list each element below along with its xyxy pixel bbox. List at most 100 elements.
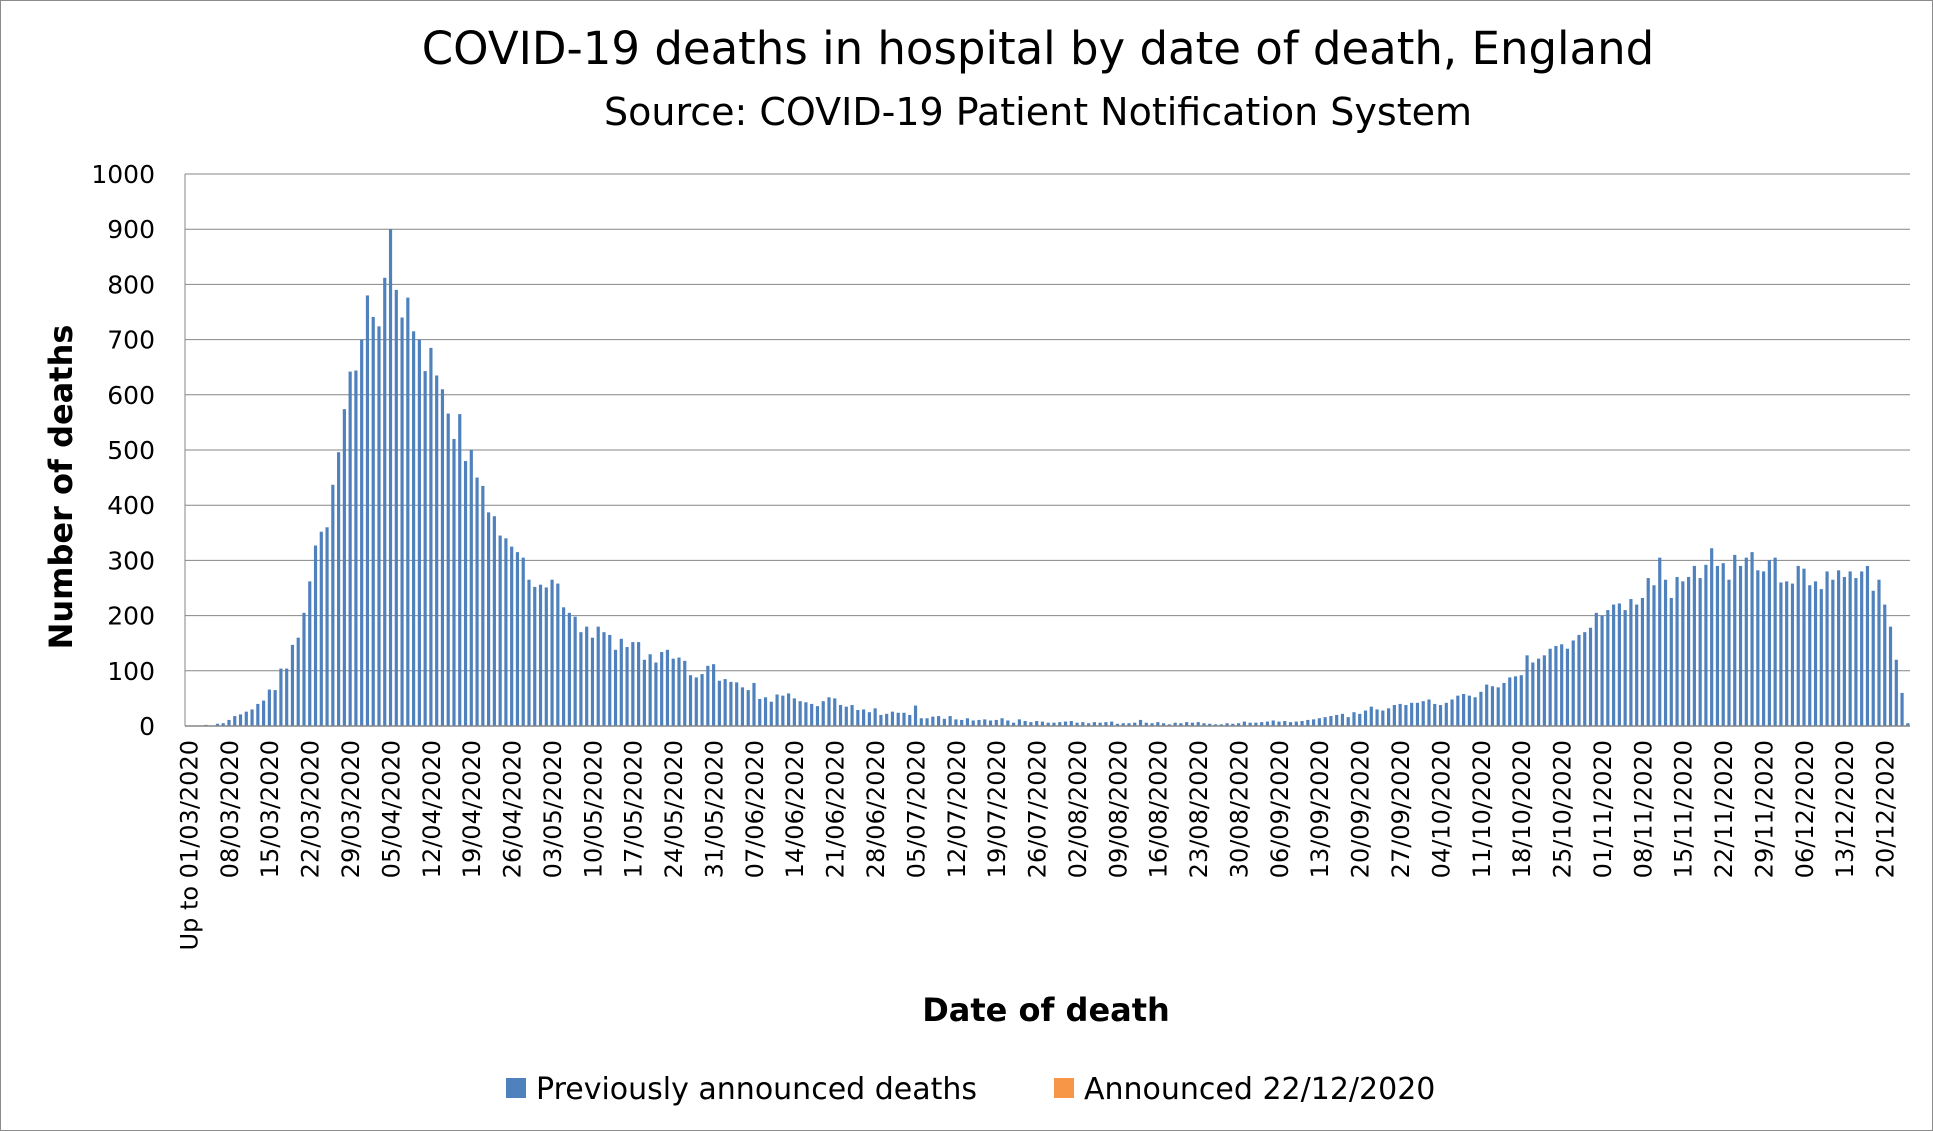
x-tick-label-7: 19/04/2020 [458, 740, 486, 878]
bar-previously-announced-37 [400, 317, 404, 726]
bar-previously-announced-77 [631, 642, 635, 726]
bar-previously-announced-241 [1577, 634, 1581, 726]
bar-previously-announced-255 [1658, 557, 1662, 726]
x-tick-label-36: 08/11/2020 [1629, 740, 1657, 878]
bar-previously-announced-86 [683, 660, 687, 726]
x-tick-label-23: 09/08/2020 [1104, 740, 1132, 878]
bar-previously-announced-42 [429, 347, 433, 726]
bar-previously-announced-297 [1900, 692, 1904, 726]
bar-previously-announced-246 [1606, 610, 1610, 726]
bar-previously-announced-282 [1813, 581, 1818, 726]
bar-previously-announced-296 [1894, 659, 1898, 726]
bar-previously-announced-206 [1375, 709, 1379, 726]
bar-previously-announced-289 [1854, 578, 1858, 726]
x-tick-label-25: 23/08/2020 [1185, 740, 1213, 878]
bar-previously-announced-153 [1069, 721, 1073, 726]
bar-previously-announced-218 [1444, 702, 1448, 726]
bar-previously-announced-242 [1583, 632, 1587, 726]
bar-previously-announced-280 [1802, 568, 1806, 726]
bar-previously-announced-143 [1012, 722, 1016, 726]
x-tick-label-13: 31/05/2020 [701, 740, 729, 878]
x-tick-label-10: 10/05/2020 [579, 740, 607, 878]
bar-previously-announced-96 [740, 687, 745, 726]
bar-previously-announced-110 [821, 701, 825, 726]
bar-previously-announced-40 [417, 339, 421, 726]
bar-previously-announced-164 [1133, 722, 1137, 726]
bar-previously-announced-176 [1202, 723, 1206, 726]
bar-previously-announced-187 [1265, 721, 1270, 726]
x-tick-label-42: 20/12/2020 [1872, 740, 1900, 878]
bar-previously-announced-188 [1271, 720, 1275, 726]
bar-previously-announced-251 [1635, 604, 1639, 726]
bar-previously-announced-133 [954, 719, 958, 726]
bar-previously-announced-161 [1115, 723, 1120, 726]
bar-previously-announced-250 [1629, 599, 1633, 726]
bar-previously-announced-107 [804, 702, 808, 726]
bar-previously-announced-292 [1871, 590, 1875, 726]
bar-previously-announced-198 [1329, 716, 1333, 726]
bar-previously-announced-235 [1542, 655, 1546, 726]
bar-previously-announced-173 [1185, 722, 1189, 726]
bar-previously-announced-64 [556, 583, 560, 726]
bar-previously-announced-232 [1525, 655, 1529, 726]
bar-previously-announced-137 [977, 719, 981, 726]
bar-previously-announced-148 [1040, 721, 1045, 726]
bar-previously-announced-203 [1358, 713, 1362, 726]
bar-previously-announced-47 [458, 414, 462, 726]
bar-previously-announced-209 [1392, 705, 1396, 726]
bar-previously-announced-168 [1156, 722, 1160, 726]
bar-previously-announced-134 [960, 719, 964, 726]
x-tick-label-29: 20/09/2020 [1347, 740, 1375, 878]
bar-previously-announced-104 [787, 693, 791, 726]
bar-previously-announced-217 [1438, 705, 1443, 726]
bar-previously-announced-221 [1462, 693, 1466, 726]
bar-previously-announced-98 [752, 682, 756, 726]
bar-previously-announced-108 [810, 703, 814, 726]
y-tick-label-100: 100 [107, 657, 155, 686]
bar-previously-announced-272 [1756, 570, 1760, 726]
bar-previously-announced-225 [1485, 684, 1489, 726]
bar-previously-announced-263 [1704, 564, 1708, 726]
bar-previously-announced-145 [1023, 721, 1027, 726]
x-tick-label-24: 16/08/2020 [1145, 740, 1173, 878]
bar-previously-announced-256 [1663, 579, 1668, 726]
bar-previously-announced-109 [815, 706, 820, 726]
bar-previously-announced-149 [1046, 722, 1050, 726]
bar-previously-announced-118 [867, 712, 871, 726]
bar-previously-announced-266 [1721, 563, 1725, 726]
x-tick-label-15: 14/06/2020 [781, 740, 809, 878]
bar-previously-announced-236 [1548, 648, 1552, 726]
bar-previously-announced-210 [1398, 703, 1402, 726]
bar-previously-announced-159 [1104, 722, 1108, 726]
bar-previously-announced-83 [665, 649, 670, 726]
bar-previously-announced-166 [1144, 722, 1148, 726]
bar-previously-announced-262 [1698, 578, 1702, 726]
x-tick-label-11: 17/05/2020 [620, 740, 648, 878]
bar-previously-announced-147 [1035, 721, 1039, 726]
x-tick-label-26: 30/08/2020 [1226, 740, 1254, 878]
bar-previously-announced-179 [1219, 724, 1223, 726]
x-tick-label-18: 05/07/2020 [902, 740, 930, 878]
bar-previously-announced-249 [1623, 610, 1627, 726]
bar-previously-announced-283 [1819, 589, 1823, 726]
bar-previously-announced-26 [337, 452, 341, 726]
bar-previously-announced-66 [567, 612, 571, 726]
bar-previously-announced-286 [1837, 570, 1841, 726]
bar-previously-announced-172 [1179, 723, 1183, 726]
y-tick-label-1000: 1000 [91, 160, 155, 189]
bar-previously-announced-160 [1110, 721, 1114, 726]
bar-previously-announced-101 [769, 701, 773, 726]
x-tick-label-14: 07/06/2020 [741, 740, 769, 878]
bar-previously-announced-79 [642, 659, 646, 726]
bar-previously-announced-193 [1300, 721, 1304, 726]
bar-previously-announced-6 [221, 723, 225, 726]
x-tick-label-27: 06/09/2020 [1266, 740, 1294, 878]
bar-previously-announced-74 [613, 649, 618, 726]
bar-previously-announced-220 [1456, 695, 1460, 726]
bar-previously-announced-191 [1288, 722, 1293, 726]
bar-previously-announced-90 [706, 665, 710, 726]
bar-previously-announced-288 [1848, 571, 1852, 726]
bar-previously-announced-202 [1352, 712, 1356, 726]
bar-previously-announced-264 [1710, 548, 1714, 726]
bar-previously-announced-258 [1675, 576, 1679, 726]
